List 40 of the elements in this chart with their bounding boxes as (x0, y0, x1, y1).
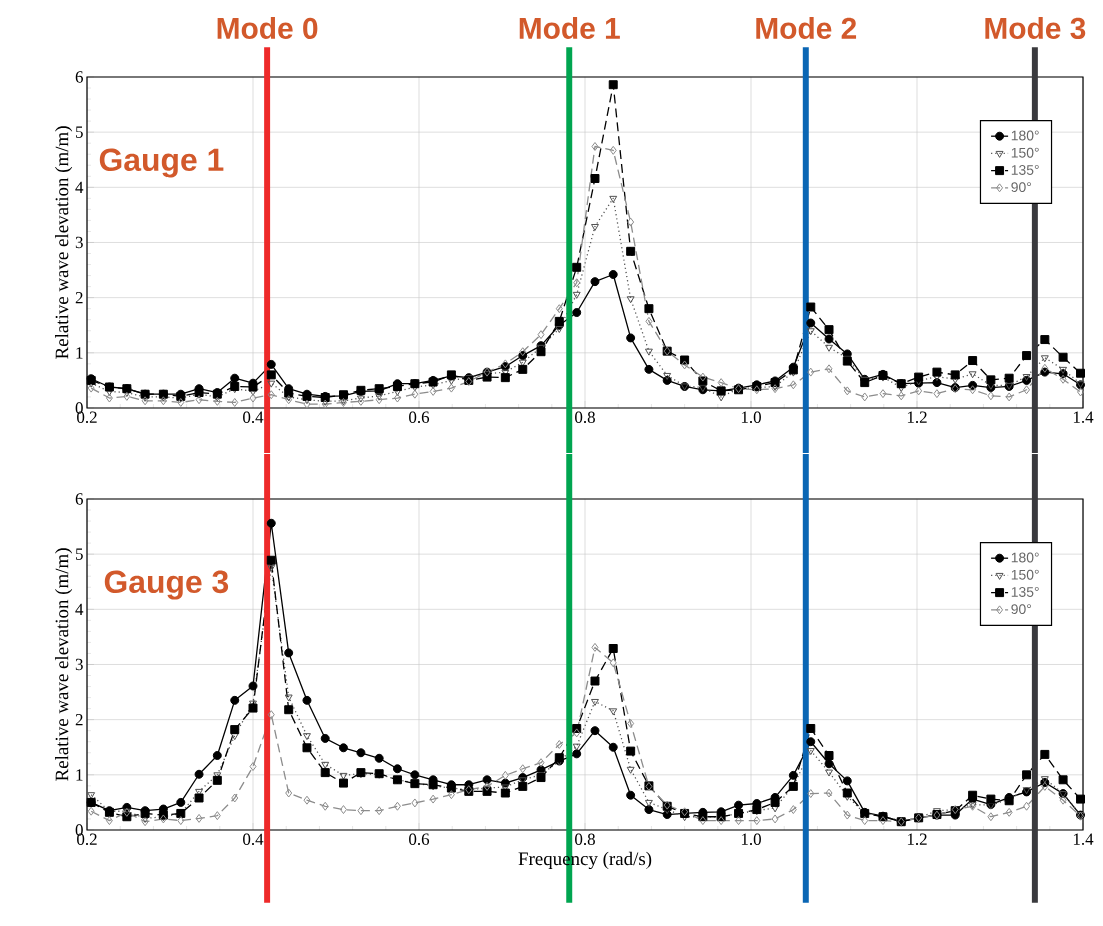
y-axis-title: Relative wave elevation (m/m) (55, 548, 73, 781)
x-tick-label: 0.8 (575, 411, 595, 423)
y-axis-title: Relative wave elevation (m/m) (55, 126, 73, 359)
legend-label: 90° (1011, 182, 1031, 193)
y-tick-label: 3 (75, 236, 83, 249)
ref-line-label: Mode 0 (217, 17, 318, 39)
y-tick-label: 1 (76, 769, 83, 781)
y-tick-label: 5 (76, 548, 83, 560)
y-tick-label: 2 (75, 714, 83, 726)
y-tick-label: 3 (75, 658, 83, 671)
legend-label: 135° (1011, 164, 1039, 175)
y-tick-label: 4 (75, 181, 84, 193)
legend-label: 150° (1011, 147, 1039, 158)
x-tick-label: 1.0 (741, 411, 761, 423)
x-tick-label: 1.2 (907, 833, 927, 845)
ref-line-label: Mode 3 (985, 17, 1086, 39)
legend-label: 180° (1011, 130, 1039, 141)
x-tick-label: 1.2 (907, 411, 927, 423)
x-tick-label: 1.4 (1073, 833, 1094, 845)
legend-label: 90° (1011, 604, 1031, 615)
ref-line-label: Mode 2 (756, 17, 857, 39)
x-tick-label: 0.4 (243, 411, 264, 423)
x-tick-label: 0.4 (243, 833, 264, 845)
y-tick-label: 4 (75, 603, 84, 615)
legend-label: 150° (1011, 569, 1039, 580)
y-tick-label: 6 (75, 71, 83, 83)
y-tick-label: 1 (76, 347, 83, 359)
annotation: Gauge 3 (104, 570, 229, 600)
x-tick-label: 1.0 (741, 833, 761, 845)
legend-label: 180° (1011, 552, 1039, 563)
y-tick-label: 6 (75, 493, 83, 505)
x-tick-label: 0.6 (409, 833, 430, 845)
x-tick-label: 0.6 (409, 411, 430, 423)
ref-line-label: Mode 1 (519, 17, 620, 39)
x-tick-label: 0.8 (575, 833, 595, 845)
annotation: Gauge 1 (99, 148, 224, 178)
x-tick-label: 1.4 (1073, 411, 1094, 423)
y-tick-label: 2 (75, 292, 83, 304)
y-tick-label: 5 (76, 126, 83, 138)
legend-label: 135° (1011, 586, 1039, 597)
